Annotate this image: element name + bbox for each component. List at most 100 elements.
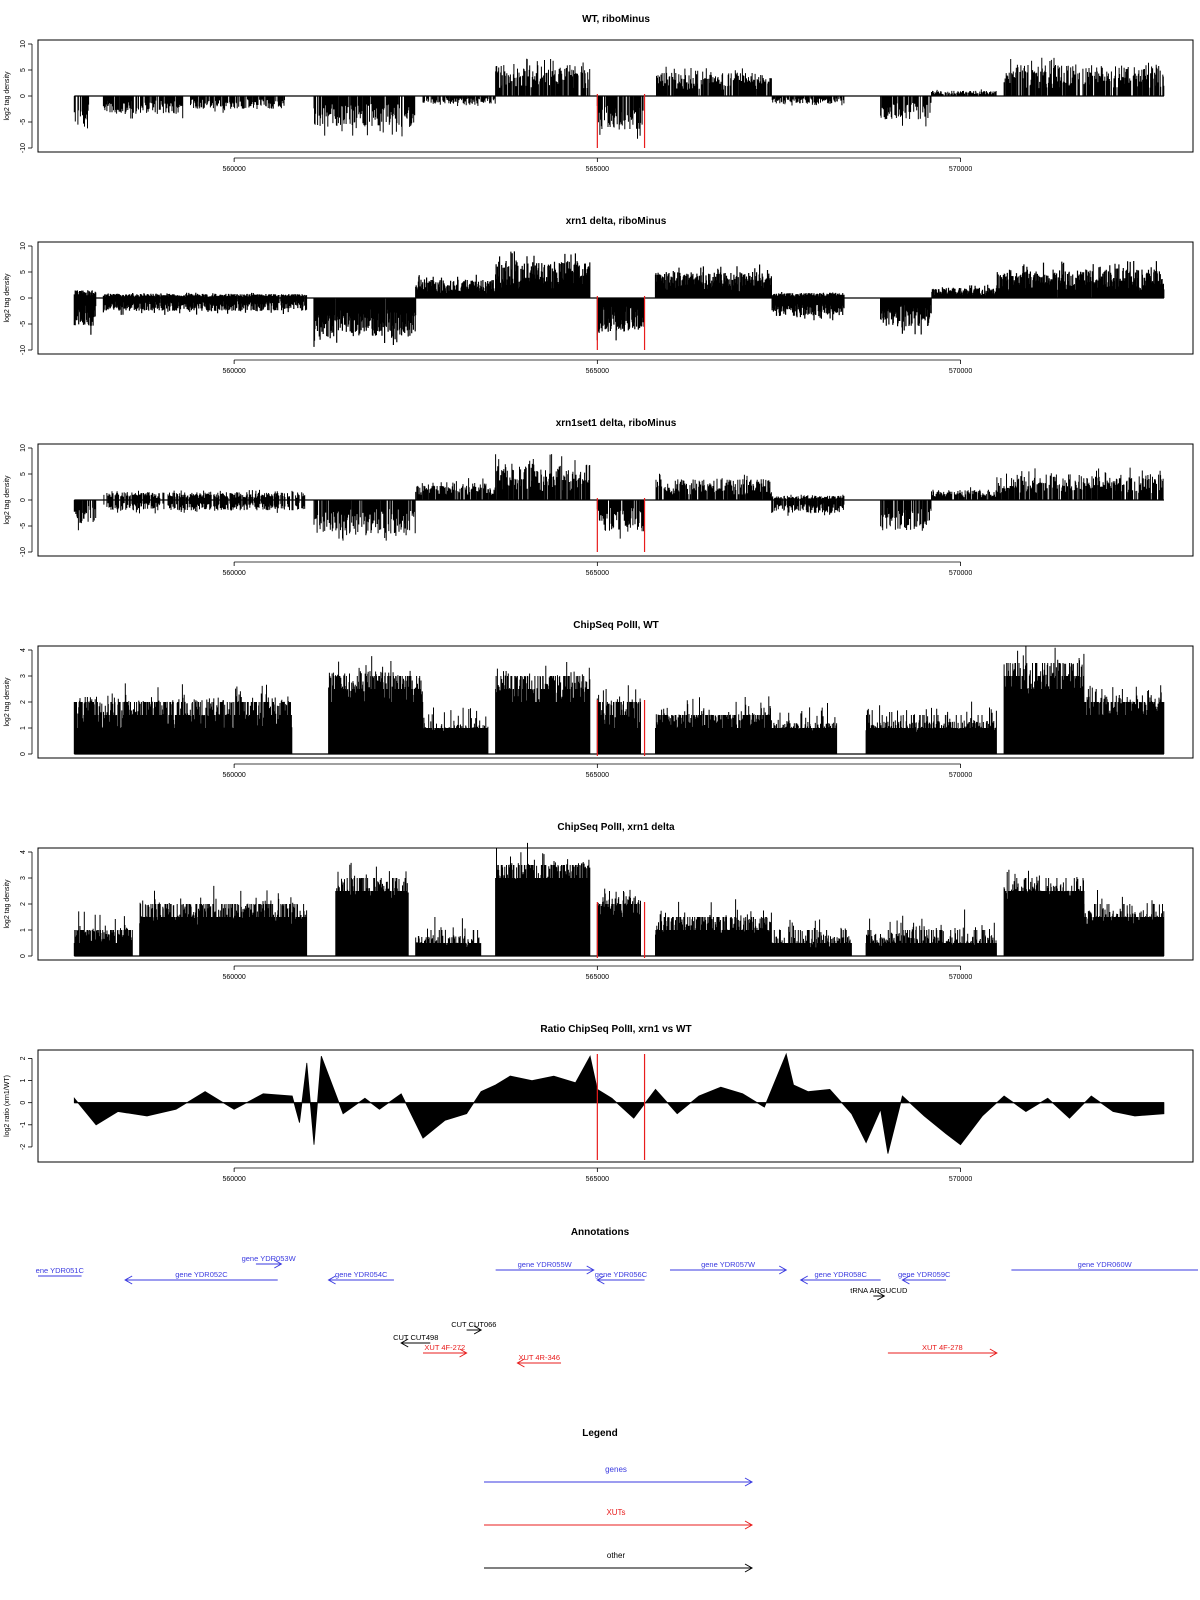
y-tick-label: 10 [20, 40, 27, 48]
gene-feature: gene YDR054C [327, 1270, 394, 1285]
arrow-right-icon [274, 1259, 283, 1269]
y-tick-label: -1 [20, 1122, 27, 1128]
feature-label: gene YDR053W [242, 1254, 297, 1263]
y-tick-label: -5 [20, 321, 27, 327]
y-tick-label: 3 [20, 674, 27, 678]
chart-title: xrn1set1 delta, riboMinus [556, 418, 677, 429]
x-tick-label: 570000 [949, 570, 972, 577]
x-tick-label: 570000 [949, 772, 972, 779]
series-bars [73, 645, 1165, 754]
plot-frame [37, 645, 1194, 759]
data-bars [73, 251, 1165, 347]
chart-title: Ratio ChipSeq PolII, xrn1 vs WT [540, 1024, 691, 1035]
x-tick-label: 560000 [222, 166, 245, 173]
y-tick-label: 10 [20, 444, 27, 452]
arrow-left-icon [901, 1275, 910, 1285]
legend-item: XUTs [484, 1508, 754, 1530]
x-tick-label: 570000 [949, 974, 972, 981]
feature-label: tRNA ARGUCUD [850, 1286, 908, 1295]
chart-panel: ChipSeq PolII, WT 0 1 2 3 4 log2 tag density 56… [4, 620, 1194, 779]
feature-label: XUT 4F-278 [922, 1343, 963, 1352]
data-bars [73, 645, 1165, 754]
arrow-left-icon [124, 1275, 133, 1285]
y-tick-label: 5 [20, 472, 27, 476]
plot-frame [37, 241, 1194, 355]
y-tick-label: 1 [20, 1079, 27, 1083]
data-bars [73, 57, 1165, 139]
legend-item-label: XUTs [606, 1508, 625, 1517]
y-axis-label: log2 tag density [4, 273, 11, 323]
chart-title: ChipSeq PolII, xrn1 delta [557, 822, 675, 833]
y-tick-label: -10 [20, 143, 27, 153]
y-axis-label: log2 tag density [4, 71, 11, 121]
chart-title: ChipSeq PolII, WT [573, 620, 659, 631]
y-tick-label: -5 [20, 119, 27, 125]
gene-feature: gene YDR060W [1011, 1260, 1198, 1271]
y-tick-label: 0 [20, 954, 27, 958]
feature-label: XUT 4F-272 [424, 1343, 465, 1352]
feature-label: gene YDR056C [595, 1270, 648, 1279]
feature-label: gene YDR055W [518, 1260, 573, 1269]
x-tick-label: 565000 [586, 1176, 609, 1183]
arrow-right-icon [778, 1265, 788, 1275]
plot-frame [37, 443, 1194, 557]
feature-label: gene YDR057W [701, 1260, 756, 1269]
y-axis-label: log2 tag density [4, 677, 11, 727]
chart-panel: xrn1set1 delta, riboMinus -10 -5 0 5 10 log2 t… [4, 418, 1194, 577]
annotation-tracks: ene YDR051C gene YDR052C gene YDR053W gene … [36, 1254, 1198, 1368]
chart-panel: ChipSeq PolII, xrn1 delta 0 1 2 3 4 log2 tag d… [4, 822, 1194, 981]
x-tick-label: 560000 [222, 570, 245, 577]
y-tick-label: 3 [20, 876, 27, 880]
y-tick-label: 0 [20, 296, 27, 300]
xut-feature: XUT 4F-278 [887, 1343, 998, 1358]
feature-label: gene YDR058C [814, 1270, 867, 1279]
feature-label: gene YDR060W [1078, 1260, 1133, 1269]
arrow-left-icon [596, 1275, 605, 1285]
feature-label: gene YDR052C [175, 1270, 228, 1279]
y-tick-label: 1 [20, 928, 27, 932]
feature-label: gene YDR054C [335, 1270, 388, 1279]
chart-panel: Ratio ChipSeq PolII, xrn1 vs WT -2 -1 0 1 2 lo… [4, 1024, 1194, 1183]
arrow-right-icon [744, 1477, 754, 1487]
x-tick-label: 560000 [222, 772, 245, 779]
y-tick-label: 0 [20, 1101, 27, 1105]
series-bars [73, 251, 1165, 347]
y-tick-label: 5 [20, 68, 27, 72]
arrow-left-icon [327, 1275, 336, 1285]
x-tick-label: 570000 [949, 368, 972, 375]
y-tick-label: 0 [20, 752, 27, 756]
arrow-left-icon [799, 1275, 808, 1285]
feature-label: gene YDR059C [898, 1270, 951, 1279]
y-tick-label: 4 [20, 850, 27, 854]
y-tick-label: 2 [20, 902, 27, 906]
x-tick-label: 565000 [586, 974, 609, 981]
annotations-title: Annotations [571, 1227, 630, 1238]
data-bars [73, 842, 1165, 956]
series-bars [73, 57, 1165, 139]
data-bars [73, 454, 1164, 541]
x-tick-label: 560000 [222, 1176, 245, 1183]
series-bars [73, 842, 1165, 956]
gene-feature: gene YDR052C [124, 1270, 278, 1285]
feature-label: ene YDR051C [36, 1266, 85, 1275]
arrow-right-icon [744, 1520, 754, 1530]
arrow-left-icon [400, 1338, 409, 1348]
y-tick-label: 5 [20, 270, 27, 274]
gene-feature: gene YDR058C [799, 1270, 881, 1285]
legend-title: Legend [582, 1428, 618, 1439]
ratio-area [73, 1052, 1165, 1154]
feature-label: XUT 4R-346 [518, 1353, 560, 1362]
y-tick-label: 0 [20, 94, 27, 98]
legend-items: genes XUTs other [484, 1465, 754, 1573]
feature-label: CUT CUT066 [451, 1320, 496, 1329]
gene-feature: gene YDR053W [242, 1254, 297, 1269]
x-tick-label: 570000 [949, 166, 972, 173]
arrow-right-icon [586, 1265, 595, 1275]
plot-frame [37, 847, 1194, 961]
gene-feature: gene YDR057W [669, 1260, 788, 1275]
arrow-right-icon [989, 1348, 998, 1358]
y-tick-label: -5 [20, 523, 27, 529]
y-axis-label: log2 tag density [4, 879, 11, 929]
